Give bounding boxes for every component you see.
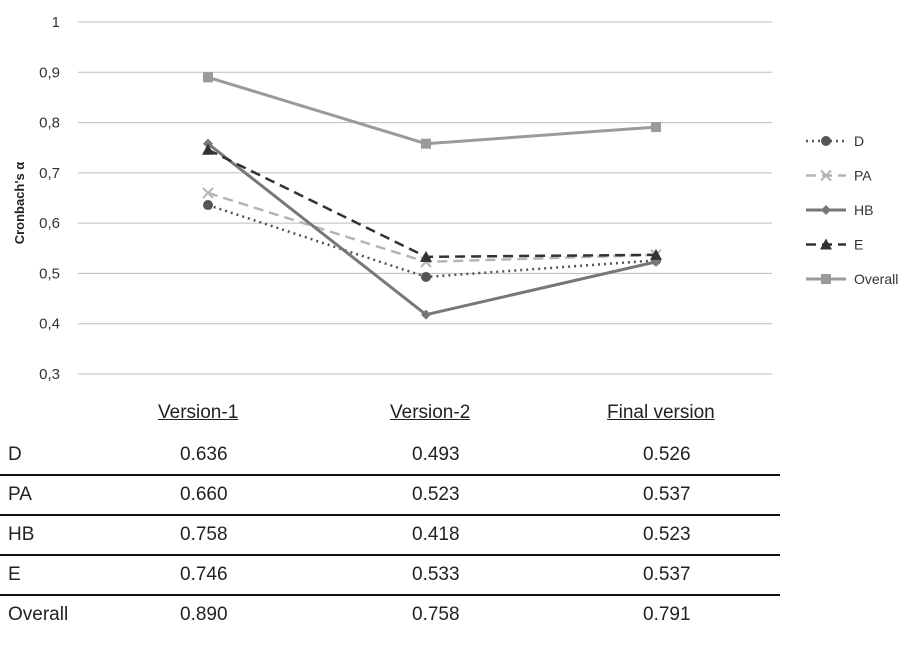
series-overall	[203, 72, 661, 149]
table-row: E 0.746 0.533 0.537	[0, 556, 780, 596]
y-tick-label: 0,9	[39, 64, 60, 81]
table-cell: 0.526	[643, 444, 691, 465]
legend-item: D	[806, 133, 864, 149]
series-line	[207, 191, 657, 264]
legend-item: PA	[806, 168, 872, 184]
table-cell: 0.523	[412, 484, 460, 505]
data-point	[203, 72, 213, 83]
y-tick-label: 0,6	[39, 215, 60, 232]
table-cell: 0.493	[412, 444, 460, 465]
data-point	[651, 122, 661, 133]
table-cell: 0.791	[643, 604, 691, 625]
y-tick-label: 0,3	[39, 366, 60, 383]
data-point	[421, 271, 431, 282]
legend-marker	[821, 136, 831, 146]
y-tick-label: 0,5	[39, 265, 60, 282]
chart-legend: D PA HB E Overall	[806, 133, 898, 287]
row-label: PA	[8, 484, 32, 505]
series-line	[207, 75, 657, 146]
y-tick-label: 0,7	[39, 165, 60, 182]
col-header-version-1: Version-1	[158, 402, 239, 423]
series-e	[202, 143, 662, 262]
series-line	[207, 148, 657, 259]
legend-item: HB	[806, 202, 873, 218]
chart-gridlines	[78, 21, 772, 375]
data-point	[650, 248, 662, 260]
y-axis-ticks: 0,3 0,4 0,5 0,6 0,7 0,8 0,9 1	[39, 14, 60, 383]
table-cell: 0.418	[412, 524, 460, 545]
table-cell: 0.523	[643, 524, 691, 545]
legend-label: D	[854, 133, 864, 149]
data-point	[421, 138, 431, 149]
data-point	[421, 309, 431, 320]
chart-series	[202, 72, 662, 320]
y-tick-label: 1	[52, 14, 60, 31]
data-point	[420, 250, 432, 262]
data-point	[202, 143, 214, 155]
table-cell: 0.758	[412, 604, 460, 625]
data-point	[203, 138, 213, 149]
legend-marker	[820, 169, 832, 182]
row-separator	[0, 594, 780, 596]
table-cell: 0.533	[412, 564, 460, 585]
table-header: Version-1 Version-2 Final version	[0, 392, 780, 436]
table-row: HB 0.758 0.418 0.523	[0, 516, 780, 556]
table-cell: 0.890	[180, 604, 228, 625]
table-body: D 0.636 0.493 0.526 PA 0.660 0.523 0.537 HB 0.758…	[0, 436, 780, 636]
legend-marker	[821, 205, 831, 215]
y-axis-label: Cronbach's α	[12, 162, 27, 245]
legend-label: Overall	[854, 271, 898, 287]
data-table: Version-1 Version-2 Final version D 0.636…	[0, 392, 780, 636]
row-separator	[0, 554, 780, 556]
row-label: HB	[8, 524, 35, 545]
series-line	[207, 203, 657, 279]
data-point	[202, 187, 214, 199]
table-cell: 0.660	[180, 484, 228, 505]
legend-marker	[821, 274, 831, 284]
line-chart: 0,3 0,4 0,5 0,6 0,7 0,8 0,9 1 Cronbach's α D PA H…	[12, 14, 898, 383]
y-tick-label: 0,4	[39, 316, 60, 333]
col-header-final-version: Final version	[607, 402, 715, 423]
table-cell: 0.636	[180, 444, 228, 465]
row-separator	[0, 514, 780, 516]
col-header-version-2: Version-2	[390, 402, 471, 423]
series-line	[207, 142, 657, 317]
table-row: D 0.636 0.493 0.526	[0, 436, 780, 476]
table-row: Overall 0.890 0.758 0.791	[0, 596, 780, 636]
table-cell: 0.537	[643, 484, 691, 505]
legend-item: Overall	[806, 271, 898, 287]
row-label: Overall	[8, 604, 69, 625]
series-hb	[203, 138, 661, 320]
legend-item: E	[806, 237, 863, 253]
table-cell: 0.758	[180, 524, 228, 545]
table-cell: 0.537	[643, 564, 691, 585]
y-tick-label: 0,8	[39, 115, 60, 132]
table-row: PA 0.660 0.523 0.537	[0, 476, 780, 516]
row-separator	[0, 474, 780, 476]
legend-label: HB	[854, 202, 873, 218]
row-label: E	[8, 564, 21, 585]
legend-label: PA	[854, 168, 872, 184]
legend-marker	[820, 238, 832, 250]
data-point	[203, 200, 213, 211]
table-cell: 0.746	[180, 564, 228, 585]
legend-label: E	[854, 237, 863, 253]
row-label: D	[8, 444, 22, 465]
